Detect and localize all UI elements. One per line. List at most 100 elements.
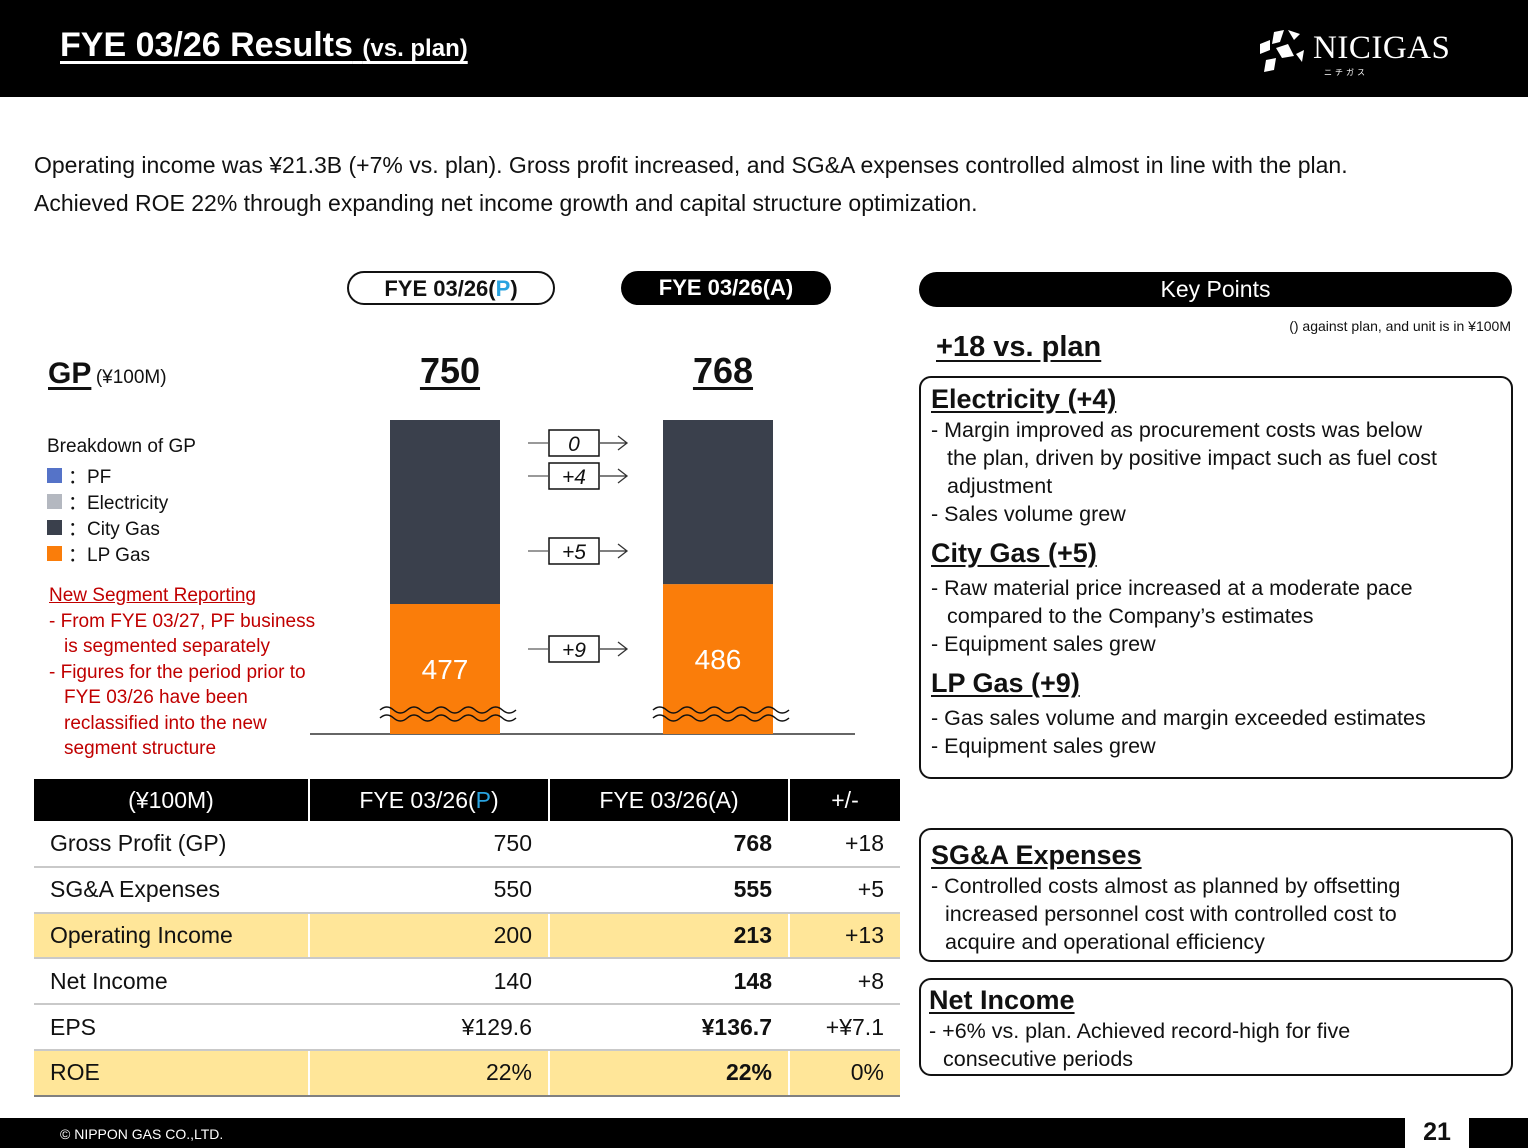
actual-value: 22% <box>548 1049 789 1097</box>
lp-gas-heading: LP Gas (+9) <box>931 668 1080 698</box>
legend-label-lp-gas: ：LP Gas <box>68 544 151 566</box>
col-header-plan-suffix: ) <box>491 786 499 813</box>
col-header-plan-prefix: FYE 03/26( <box>359 786 476 813</box>
gp-vs-plan-heading: +18 vs. plan <box>936 331 1102 363</box>
actual-value: 213 <box>548 912 789 960</box>
gp-stacked-bar-chart: 477195621648620066160+4+5+9 <box>310 420 855 735</box>
segment-note-title: New Segment Reporting <box>49 585 256 606</box>
diff-value: +13 <box>788 912 900 960</box>
table-row: Operating Income 200 213 +13 <box>34 912 900 960</box>
key-points-heading: Key Points <box>919 272 1512 307</box>
net-income-bullet: - +6% vs. plan. Achieved record-high for… <box>929 1019 1351 1043</box>
results-table: (¥100M) FYE 03/26(P) FYE 03/26(A) +/- Gr… <box>34 779 900 1097</box>
axis-break-line-2 <box>379 714 517 722</box>
diff-label-lp-gas: +9 <box>562 639 586 662</box>
diff-arrow-icon <box>600 435 629 451</box>
chart-legend: Breakdown of GP ：PF ：Electricity ：City G… <box>47 436 196 566</box>
title-main: FYE 03/26 Results <box>60 26 353 64</box>
legend-swatch-pf <box>47 467 62 483</box>
segment-note-line: reclassified into the new <box>64 712 267 734</box>
segment-note-line: FYE 03/26 have been <box>64 687 248 708</box>
net-income-box: Net Income - +6% vs. plan. Achieved reco… <box>919 978 1513 1076</box>
diff-value: +8 <box>788 958 900 1006</box>
col-header-diff: +/- <box>788 779 900 821</box>
plan-value: 22% <box>308 1049 549 1097</box>
diff-box-city-gas <box>548 537 600 565</box>
sga-bullet: acquire and operational efficiency <box>945 930 1265 954</box>
plan-value: 750 <box>308 821 549 868</box>
diff-label-city-gas: +5 <box>562 541 586 564</box>
bar-segment-city-gas <box>390 420 500 605</box>
row-label: Net Income <box>34 958 309 1006</box>
plan-pill-mark: P <box>495 276 511 301</box>
electricity-bullet: adjustment <box>947 474 1053 498</box>
electricity-bullet: - Margin improved as procurement costs w… <box>931 418 1423 442</box>
summary-line-1: Operating income was ¥21.3B (+7% vs. pla… <box>34 152 1348 178</box>
plan-pill: FYE 03/26(P) <box>347 271 555 305</box>
plan-value: 140 <box>308 958 549 1006</box>
segment-note-line: - From FYE 03/27, PF business <box>49 610 316 632</box>
sga-bullet: - Controlled costs almost as planned by … <box>931 874 1401 898</box>
table-row: ROE 22% 22% 0% <box>34 1049 900 1097</box>
axis-break-line-1 <box>652 706 790 714</box>
plan-value: ¥129.6 <box>308 1004 549 1051</box>
gp-label: GP <box>48 357 92 390</box>
net-income-bullet: consecutive periods <box>943 1047 1134 1071</box>
segment-note-line: segment structure <box>64 738 217 759</box>
diff-box-pf <box>548 429 600 457</box>
copyright: © NIPPON GAS CO.,LTD. <box>60 1126 224 1142</box>
legend-swatch-lp-gas <box>47 545 62 561</box>
legend-title: Breakdown of GP <box>47 436 196 457</box>
logo-wordmark: NICIGAS <box>1313 30 1451 66</box>
page-number: 21 <box>1405 1114 1469 1148</box>
data-label-lp-gas: 477 <box>422 654 469 685</box>
table-row: Net Income 140 148 +8 <box>34 958 900 1006</box>
actual-total: 768 <box>692 350 754 391</box>
diff-arrow-icon <box>600 641 629 657</box>
segment-note-line: - Figures for the period prior to <box>49 661 306 683</box>
gp-heading: GP (¥100M) <box>48 357 167 391</box>
company-logo: NICIGAS ニチガス <box>1258 26 1478 78</box>
diff-arrow-icon <box>600 468 629 484</box>
plan-value: 200 <box>308 912 549 960</box>
plan-total: 750 <box>419 350 481 391</box>
legend-item-electricity: ：Electricity <box>47 488 196 514</box>
row-label: EPS <box>34 1004 309 1051</box>
row-label: SG&A Expenses <box>34 866 309 914</box>
diff-box-electricity <box>548 462 600 490</box>
actual-value: 768 <box>548 821 789 868</box>
row-label: ROE <box>34 1049 309 1097</box>
diff-label-pf: 0 <box>568 433 580 456</box>
city-gas-bullet: compared to the Company’s estimates <box>947 604 1314 628</box>
net-income-heading: Net Income <box>929 985 1075 1015</box>
segment-note: New Segment Reporting - From FYE 03/27, … <box>49 583 315 762</box>
summary-text: Operating income was ¥21.3B (+7% vs. pla… <box>34 146 1504 222</box>
title-sub: (vs. plan) <box>362 35 468 62</box>
bar-segment-city-gas <box>663 420 773 585</box>
table-row: Gross Profit (GP) 750 768 +18 <box>34 821 900 868</box>
col-header-actual: FYE 03/26(A) <box>548 779 789 821</box>
legend-item-lp-gas: ：LP Gas <box>47 540 196 566</box>
gp-segments-box: Electricity (+4) - Margin improved as pr… <box>919 376 1513 779</box>
sga-bullet: increased personnel cost with controlled… <box>945 902 1397 926</box>
diff-value: +5 <box>788 866 900 914</box>
diff-value: +¥7.1 <box>788 1004 900 1051</box>
plan-pill-prefix: FYE 03/26( <box>384 276 496 301</box>
actual-value: 148 <box>548 958 789 1006</box>
diff-box-lp-gas <box>548 635 600 663</box>
logo-mark-icon <box>1260 30 1304 72</box>
key-points-note: () against plan, and unit is in ¥100M <box>1289 318 1511 334</box>
actual-pill: FYE 03/26(A) <box>621 271 831 305</box>
legend-item-pf: ：PF <box>47 462 196 488</box>
legend-item-city-gas: ：City Gas <box>47 514 196 540</box>
summary-line-2: Achieved ROE 22% through expanding net i… <box>34 190 978 216</box>
actual-value: 555 <box>548 866 789 914</box>
row-label: Operating Income <box>34 912 309 960</box>
legend-swatch-electricity <box>47 493 62 509</box>
legend-label-pf: ：PF <box>68 466 112 488</box>
diff-value: 0% <box>788 1049 900 1097</box>
header-bar <box>0 0 1528 97</box>
lp-gas-bullet: - Gas sales volume and margin exceeded e… <box>931 706 1426 730</box>
data-label-lp-gas: 486 <box>695 644 742 675</box>
city-gas-bullet: - Raw material price increased at a mode… <box>931 576 1413 600</box>
